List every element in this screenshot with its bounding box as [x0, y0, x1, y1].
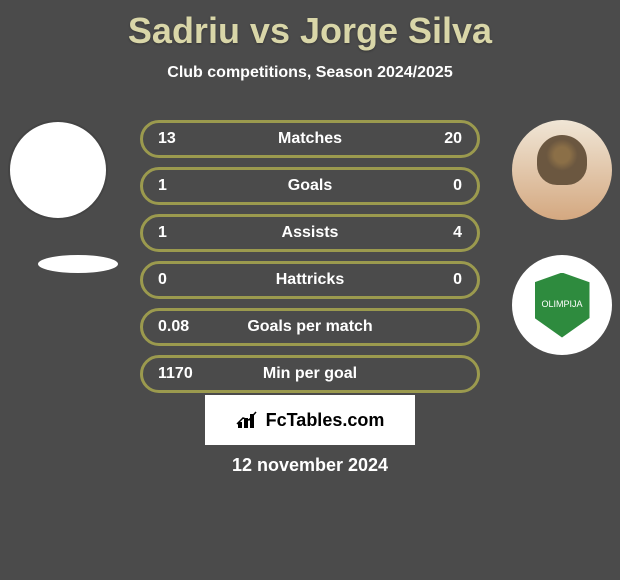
stat-row: 13 Matches 20 — [140, 120, 480, 158]
chart-icon — [236, 410, 260, 430]
player-left-column — [8, 120, 118, 273]
stats-table: 13 Matches 20 1 Goals 0 1 Assists 4 0 Ha… — [140, 120, 480, 402]
stat-right-value: 4 — [402, 224, 462, 242]
site-name: FcTables.com — [266, 410, 385, 431]
stat-label: Goals per match — [218, 318, 402, 336]
shield-icon: OLIMPIJA — [535, 273, 590, 338]
site-badge[interactable]: FcTables.com — [205, 395, 415, 445]
player-right-column: OLIMPIJA — [512, 120, 612, 355]
stat-label: Min per goal — [218, 365, 402, 383]
comparison-card: Sadriu vs Jorge Silva Club competitions,… — [0, 0, 620, 580]
stat-left-value: 1 — [158, 177, 218, 195]
stat-row: 1170 Min per goal — [140, 355, 480, 393]
club-badge-left — [38, 255, 118, 273]
stat-left-value: 0 — [158, 271, 218, 289]
subtitle: Club competitions, Season 2024/2025 — [0, 64, 620, 82]
stat-label: Assists — [218, 224, 402, 242]
stat-left-value: 0.08 — [158, 318, 218, 336]
avatar-right — [512, 120, 612, 220]
avatar-left — [8, 120, 108, 220]
club-name: OLIMPIJA — [541, 300, 582, 310]
stat-label: Matches — [218, 130, 402, 148]
stat-right-value: 20 — [402, 130, 462, 148]
stat-label: Goals — [218, 177, 402, 195]
stat-right-value: 0 — [402, 177, 462, 195]
stat-label: Hattricks — [218, 271, 402, 289]
stat-row: 0.08 Goals per match — [140, 308, 480, 346]
stat-left-value: 13 — [158, 130, 218, 148]
stat-row: 1 Goals 0 — [140, 167, 480, 205]
stat-right-value: 0 — [402, 271, 462, 289]
stat-row: 0 Hattricks 0 — [140, 261, 480, 299]
stat-row: 1 Assists 4 — [140, 214, 480, 252]
page-title: Sadriu vs Jorge Silva — [0, 0, 620, 52]
club-badge-right: OLIMPIJA — [512, 255, 612, 355]
date-label: 12 november 2024 — [0, 455, 620, 476]
stat-left-value: 1 — [158, 224, 218, 242]
stat-left-value: 1170 — [158, 365, 218, 383]
